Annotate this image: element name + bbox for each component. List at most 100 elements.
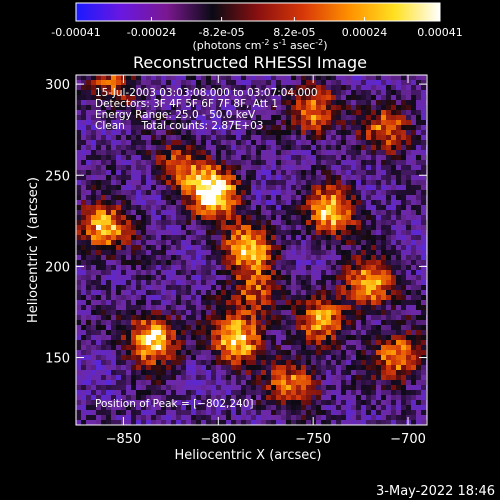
heatmap-cell (306, 150, 311, 155)
heatmap-cell (366, 200, 371, 205)
heatmap-cell (326, 285, 331, 290)
heatmap-cell (346, 195, 351, 200)
heatmap-cell (401, 215, 406, 220)
heatmap-cell (86, 360, 91, 365)
heatmap-cell (126, 350, 131, 355)
heatmap-cell (186, 90, 191, 95)
heatmap-cell (406, 275, 411, 280)
heatmap-cell (286, 400, 291, 405)
heatmap-cell (216, 250, 221, 255)
heatmap-cell (111, 330, 116, 335)
heatmap-cell (291, 75, 296, 80)
heatmap-cell (296, 365, 301, 370)
heatmap-cell (161, 420, 166, 425)
heatmap-cell (366, 135, 371, 140)
heatmap-cell (211, 395, 216, 400)
heatmap-cell (261, 350, 266, 355)
heatmap-cell (276, 355, 281, 360)
heatmap-cell (156, 340, 161, 345)
heatmap-cell (381, 420, 386, 425)
heatmap-cell (226, 270, 231, 275)
heatmap-cell (196, 220, 201, 225)
heatmap-cell (161, 125, 166, 130)
heatmap-cell (256, 175, 261, 180)
heatmap-cell (346, 110, 351, 115)
heatmap-cell (351, 300, 356, 305)
heatmap-cell (381, 165, 386, 170)
heatmap-cell (246, 270, 251, 275)
heatmap-cell (121, 350, 126, 355)
heatmap-cell (276, 290, 281, 295)
heatmap-cell (81, 225, 86, 230)
heatmap-cell (336, 115, 341, 120)
heatmap-cell (346, 385, 351, 390)
heatmap-cell (416, 165, 421, 170)
heatmap-cell (356, 335, 361, 340)
heatmap-cell (91, 110, 96, 115)
heatmap-cell (246, 335, 251, 340)
heatmap-cell (306, 325, 311, 330)
heatmap-cell (206, 390, 211, 395)
heatmap-cell (246, 235, 251, 240)
heatmap-cell (191, 260, 196, 265)
heatmap-cell (126, 235, 131, 240)
heatmap-cell (81, 75, 86, 80)
heatmap-cell (361, 285, 366, 290)
heatmap-cell (281, 370, 286, 375)
heatmap-cell (76, 310, 81, 315)
heatmap-cell (121, 365, 126, 370)
heatmap-cell (336, 205, 341, 210)
heatmap-cell (96, 415, 101, 420)
heatmap-cell (306, 360, 311, 365)
heatmap-cell (296, 350, 301, 355)
heatmap-cell (116, 240, 121, 245)
heatmap-cell (161, 255, 166, 260)
heatmap-cell (241, 215, 246, 220)
heatmap-cell (181, 95, 186, 100)
heatmap-cell (121, 145, 126, 150)
heatmap-cell (366, 355, 371, 360)
heatmap-cell (276, 165, 281, 170)
heatmap-cell (421, 370, 426, 375)
heatmap-cell (286, 245, 291, 250)
heatmap-cell (251, 320, 256, 325)
heatmap-cell (206, 290, 211, 295)
heatmap-cell (91, 160, 96, 165)
heatmap-cell (211, 120, 216, 125)
heatmap-cell (151, 135, 156, 140)
heatmap-cell (86, 375, 91, 380)
heatmap-cell (366, 365, 371, 370)
heatmap-cell (196, 280, 201, 285)
heatmap-cell (406, 400, 411, 405)
heatmap-cell (331, 150, 336, 155)
heatmap-cell (336, 235, 341, 240)
heatmap-cell (386, 110, 391, 115)
heatmap-cell (276, 320, 281, 325)
heatmap-cell (116, 285, 121, 290)
heatmap-cell (236, 320, 241, 325)
heatmap-cell (276, 330, 281, 335)
heatmap-cell (156, 270, 161, 275)
heatmap-cell (346, 165, 351, 170)
heatmap-cell (161, 235, 166, 240)
heatmap-cell (121, 180, 126, 185)
heatmap-cell (96, 225, 101, 230)
heatmap-cell (156, 295, 161, 300)
heatmap-cell (401, 185, 406, 190)
heatmap-cell (396, 165, 401, 170)
heatmap-cell (351, 285, 356, 290)
heatmap-cell (156, 205, 161, 210)
heatmap-cell (156, 305, 161, 310)
heatmap-cell (236, 210, 241, 215)
heatmap-cell (421, 255, 426, 260)
heatmap-cell (211, 185, 216, 190)
heatmap-cell (221, 105, 226, 110)
heatmap-cell (86, 285, 91, 290)
heatmap-cell (126, 105, 131, 110)
heatmap-cell (261, 230, 266, 235)
heatmap-cell (166, 285, 171, 290)
heatmap-cell (421, 350, 426, 355)
heatmap-cell (81, 255, 86, 260)
heatmap-cell (321, 150, 326, 155)
heatmap-cell (131, 375, 136, 380)
